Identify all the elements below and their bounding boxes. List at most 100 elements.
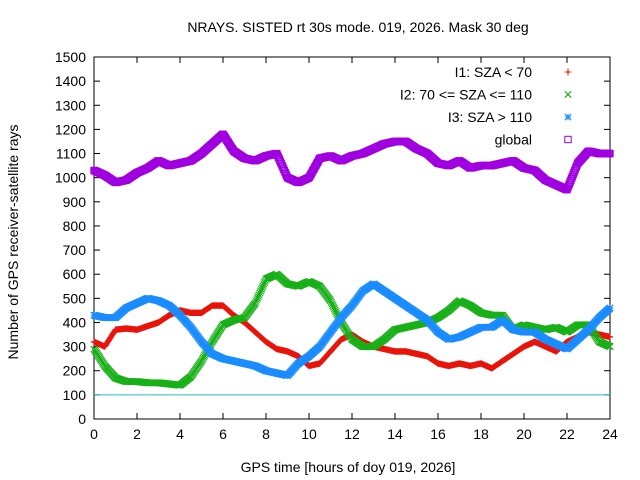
data-point [520,343,528,350]
x-tick-label: 2 [133,426,141,442]
data-point [423,316,431,324]
legend-label: I2: 70 <= SZA <= 110 [400,87,532,103]
data-point [166,312,173,319]
data-point [176,311,184,319]
data-point [273,345,280,353]
x-tick-label: 24 [602,426,618,442]
data-point [240,359,249,368]
data-point [553,348,560,355]
plot-area: 0 2 4 6 8 10 12 14 16 18 20 22 240100200300400500600… [55,49,618,442]
legend-label: global [495,132,532,148]
data-point [456,360,463,367]
data-point [424,353,431,360]
data-point [477,323,485,331]
data-point [187,309,194,317]
data-point [413,350,420,358]
data-point [402,301,410,310]
x-tick-label: 18 [473,426,489,442]
data-point [133,326,141,333]
x-tick-label: 10 [301,426,317,442]
data-point [198,309,205,317]
y-tick-label: 1500 [55,49,86,65]
y-tick-label: 500 [63,290,87,306]
data-point [219,355,227,363]
data-point [466,328,474,336]
data-point [230,357,238,365]
data-point [520,328,528,336]
x-tick-label: 16 [430,426,446,442]
data-point [455,333,464,341]
data-point [412,309,421,317]
data-point [337,314,345,322]
data-point [316,343,324,351]
data-point [391,294,399,302]
data-point [498,316,507,324]
data-point [283,371,292,380]
data-point [273,369,281,377]
legend-marker [564,113,572,121]
y-tick-label: 1300 [55,97,86,113]
data-point [101,314,109,322]
data-point [262,338,270,345]
data-point [133,299,141,307]
data-point [144,294,152,302]
data-point [434,360,442,367]
data-point [499,357,506,365]
data-point [219,302,227,309]
data-point [294,359,302,368]
data-point [252,328,259,336]
x-tick-label: 6 [219,426,227,442]
data-point [112,326,119,333]
data-point [155,319,162,326]
data-point [327,348,334,355]
data-point [90,311,98,319]
data-point [552,340,560,348]
legend-label: I1: SZA < 70 [455,64,533,80]
series-2 [90,270,614,389]
y-tick-label: 600 [63,266,87,282]
data-point [111,314,120,322]
y-tick-label: 300 [63,339,87,355]
x-tick-label: 14 [387,426,403,442]
data-point [445,362,452,370]
data-point [101,343,108,350]
data-point [445,335,453,343]
data-point [165,301,173,310]
data-point [542,343,549,350]
data-point [402,348,409,355]
y-axis-label: Number of GPS receiver-satellite rays [5,125,21,360]
data-point [326,328,335,336]
y-tick-label: 900 [63,194,87,210]
data-point [467,362,474,370]
data-point [338,336,345,343]
data-point [359,287,367,295]
data-point [262,367,270,375]
data-point [488,323,496,331]
data-point [380,287,388,295]
data-point [584,326,593,334]
y-tick-label: 800 [63,218,87,234]
data-point [574,335,582,343]
legend-label: I3: SZA > 110 [448,109,532,125]
y-tick-label: 1200 [55,121,86,137]
x-axis-label: GPS time [hours of doy 019, 2026] [241,459,456,475]
data-point [144,322,151,330]
data-point [563,345,571,353]
x-tick-label: 4 [176,426,184,442]
data-point [606,333,614,341]
data-point [123,325,130,332]
data-point [209,302,216,309]
x-tick-label: 0 [90,426,98,442]
data-point [606,304,614,312]
data-point [154,297,163,305]
data-point [595,314,603,322]
data-point [305,352,313,360]
y-tick-label: 1000 [55,170,86,186]
x-tick-label: 12 [344,426,360,442]
data-point [348,301,356,310]
data-point [509,326,517,334]
data-point [90,338,98,345]
data-point [187,323,195,331]
